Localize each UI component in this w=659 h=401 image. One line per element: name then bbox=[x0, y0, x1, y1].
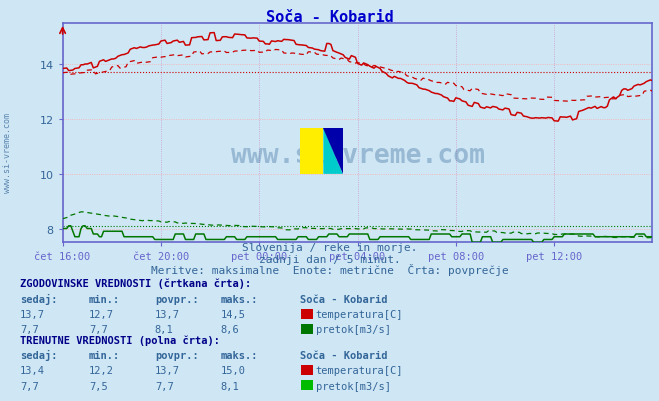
Text: min.:: min.: bbox=[89, 350, 120, 360]
Text: zadnji dan / 5 minut.: zadnji dan / 5 minut. bbox=[258, 254, 401, 264]
Text: www.si-vreme.com: www.si-vreme.com bbox=[231, 142, 484, 168]
Text: 8,1: 8,1 bbox=[221, 381, 239, 391]
Text: 13,7: 13,7 bbox=[155, 365, 180, 375]
Polygon shape bbox=[300, 128, 324, 174]
Polygon shape bbox=[324, 128, 343, 174]
Text: sedaj:: sedaj: bbox=[20, 349, 57, 360]
Text: 12,2: 12,2 bbox=[89, 365, 114, 375]
Text: maks.:: maks.: bbox=[221, 294, 258, 304]
Text: pretok[m3/s]: pretok[m3/s] bbox=[316, 324, 391, 334]
Text: 7,7: 7,7 bbox=[155, 381, 173, 391]
Text: 13,4: 13,4 bbox=[20, 365, 45, 375]
Text: 14,5: 14,5 bbox=[221, 309, 246, 319]
Text: TRENUTNE VREDNOSTI (polna črta):: TRENUTNE VREDNOSTI (polna črta): bbox=[20, 334, 219, 345]
Text: povpr.:: povpr.: bbox=[155, 294, 198, 304]
Text: 12,7: 12,7 bbox=[89, 309, 114, 319]
Text: 7,7: 7,7 bbox=[89, 324, 107, 334]
Text: Soča - Kobarid: Soča - Kobarid bbox=[266, 10, 393, 25]
Text: Slovenija / reke in morje.: Slovenija / reke in morje. bbox=[242, 243, 417, 253]
Text: sedaj:: sedaj: bbox=[20, 293, 57, 304]
Text: 8,1: 8,1 bbox=[155, 324, 173, 334]
Text: povpr.:: povpr.: bbox=[155, 350, 198, 360]
Text: 13,7: 13,7 bbox=[20, 309, 45, 319]
Polygon shape bbox=[324, 128, 343, 174]
Text: temperatura[C]: temperatura[C] bbox=[316, 309, 403, 319]
Text: 7,7: 7,7 bbox=[20, 381, 38, 391]
Text: maks.:: maks.: bbox=[221, 350, 258, 360]
Text: Soča - Kobarid: Soča - Kobarid bbox=[300, 350, 387, 360]
Text: Soča - Kobarid: Soča - Kobarid bbox=[300, 294, 387, 304]
Text: 8,6: 8,6 bbox=[221, 324, 239, 334]
Text: pretok[m3/s]: pretok[m3/s] bbox=[316, 381, 391, 391]
Text: 13,7: 13,7 bbox=[155, 309, 180, 319]
Text: 7,7: 7,7 bbox=[20, 324, 38, 334]
Text: Meritve: maksimalne  Enote: metrične  Črta: povprečje: Meritve: maksimalne Enote: metrične Črta… bbox=[151, 263, 508, 275]
Text: min.:: min.: bbox=[89, 294, 120, 304]
Text: 15,0: 15,0 bbox=[221, 365, 246, 375]
Text: ZGODOVINSKE VREDNOSTI (črtkana črta):: ZGODOVINSKE VREDNOSTI (črtkana črta): bbox=[20, 278, 251, 289]
Text: www.si-vreme.com: www.si-vreme.com bbox=[3, 112, 13, 192]
Text: temperatura[C]: temperatura[C] bbox=[316, 365, 403, 375]
Text: 7,5: 7,5 bbox=[89, 381, 107, 391]
